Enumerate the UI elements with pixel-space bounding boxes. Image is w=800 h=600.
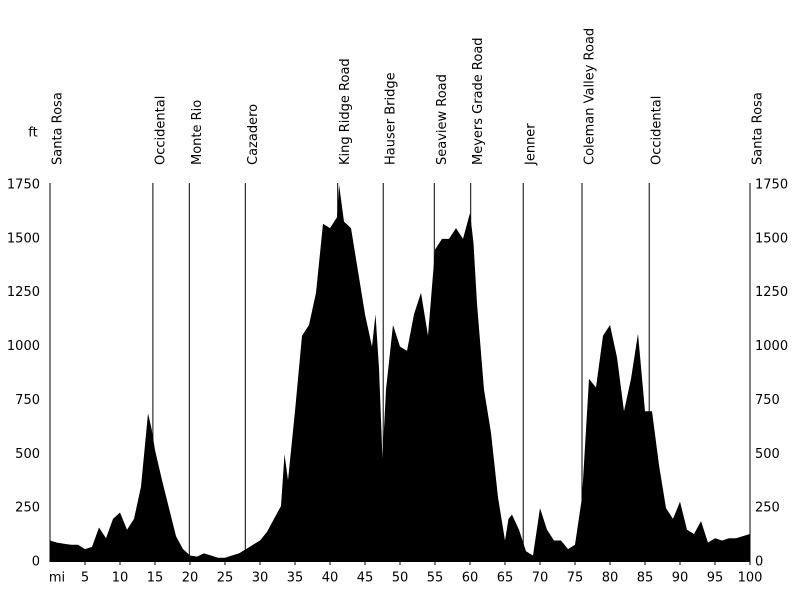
y-tick-label-right: 1250 bbox=[755, 285, 788, 300]
elevation-area bbox=[50, 185, 750, 562]
x-tick-label: 70 bbox=[532, 571, 549, 586]
y-tick-label: 1250 bbox=[7, 285, 40, 300]
y-axis-label: ft bbox=[28, 126, 37, 141]
x-tick-label: 15 bbox=[147, 571, 164, 586]
x-tick-label: 65 bbox=[497, 571, 514, 586]
x-tick-label: 95 bbox=[707, 571, 724, 586]
y-tick-label: 1500 bbox=[7, 231, 40, 246]
x-tick-label: 60 bbox=[462, 571, 479, 586]
y-tick-label: 0 bbox=[32, 555, 40, 570]
x-tick-label: 10 bbox=[112, 571, 129, 586]
x-axis-label: mi bbox=[49, 571, 65, 586]
y-tick-label-right: 500 bbox=[755, 447, 780, 462]
waypoint-label: Santa Rosa bbox=[751, 92, 766, 165]
y-tick-label-right: 1750 bbox=[755, 178, 788, 193]
x-tick-label: 85 bbox=[637, 571, 654, 586]
waypoint-label: Coleman Valley Road bbox=[583, 28, 598, 165]
waypoint-label: Seaview Road bbox=[435, 74, 450, 165]
y-tick-label-right: 1000 bbox=[755, 339, 788, 354]
waypoint-label: Jenner bbox=[524, 123, 539, 166]
waypoint-label: Hauser Bridge bbox=[384, 72, 399, 165]
x-tick-label: 25 bbox=[217, 571, 234, 586]
x-tick-label: 5 bbox=[81, 571, 89, 586]
y-tick-label-right: 750 bbox=[755, 393, 780, 408]
waypoint-label: Cazadero bbox=[246, 104, 261, 165]
x-tick-label: 30 bbox=[252, 571, 269, 586]
waypoint-label: King Ridge Road bbox=[338, 58, 353, 165]
waypoint-label: Santa Rosa bbox=[51, 92, 66, 165]
waypoint-label: Occidental bbox=[650, 96, 665, 165]
y-tick-label: 750 bbox=[15, 393, 40, 408]
waypoint-label: Monte Rio bbox=[190, 100, 205, 165]
y-tick-label: 1750 bbox=[7, 178, 40, 193]
y-tick-label-right: 1500 bbox=[755, 231, 788, 246]
waypoint-label: Meyers Grade Road bbox=[471, 37, 486, 165]
x-tick-label: 20 bbox=[182, 571, 199, 586]
y-tick-label: 1000 bbox=[7, 339, 40, 354]
x-tick-label: 45 bbox=[357, 571, 374, 586]
y-tick-label: 500 bbox=[15, 447, 40, 462]
y-tick-label-right: 250 bbox=[755, 501, 780, 516]
x-tick-label: 55 bbox=[427, 571, 444, 586]
y-tick-label-right: 0 bbox=[755, 555, 763, 570]
y-tick-label: 250 bbox=[15, 501, 40, 516]
x-tick-label: 35 bbox=[287, 571, 304, 586]
x-tick-label: 90 bbox=[672, 571, 689, 586]
x-tick-label: 75 bbox=[567, 571, 584, 586]
waypoint-label: Occidental bbox=[153, 96, 168, 165]
x-tick-label: 100 bbox=[738, 571, 763, 586]
x-tick-label: 40 bbox=[322, 571, 339, 586]
x-tick-label: 80 bbox=[602, 571, 619, 586]
x-tick-label: 50 bbox=[392, 571, 409, 586]
